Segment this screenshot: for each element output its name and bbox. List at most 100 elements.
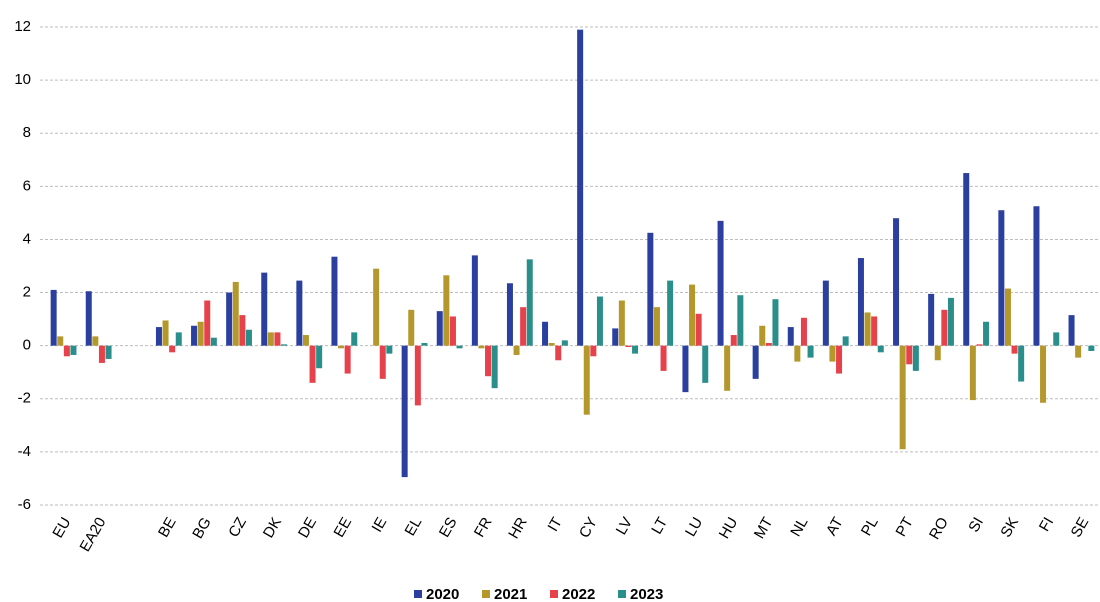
bar — [281, 344, 288, 346]
bar — [456, 345, 463, 349]
bar — [772, 299, 779, 346]
bar — [906, 345, 913, 365]
bar — [947, 297, 954, 346]
bar — [50, 289, 57, 346]
x-tick-label: PL — [858, 514, 882, 538]
bar — [1018, 345, 1025, 382]
x-tick-label: NL — [787, 514, 811, 539]
bar — [647, 232, 654, 346]
bar — [338, 345, 345, 349]
x-tick-label: RO — [926, 514, 952, 542]
bar — [491, 345, 498, 389]
x-tick-label: LU — [682, 514, 706, 539]
bar — [689, 284, 696, 346]
x-tick-label: SI — [965, 514, 987, 535]
bar — [877, 345, 884, 353]
bar — [759, 325, 766, 346]
bar — [513, 345, 520, 355]
x-tick-label: IE — [369, 514, 391, 535]
bar — [787, 327, 794, 346]
x-tick-label: BE — [155, 514, 180, 540]
bar — [239, 315, 246, 346]
bar — [274, 332, 281, 346]
bar — [485, 345, 492, 377]
bar — [316, 345, 323, 369]
x-tick-label: EL — [402, 514, 426, 538]
bar — [226, 292, 233, 346]
bar — [296, 280, 303, 346]
bar — [864, 312, 871, 346]
bar — [682, 345, 689, 393]
bar — [267, 332, 274, 346]
bar — [155, 327, 162, 346]
bar — [471, 255, 478, 346]
x-tick-label: IT — [544, 514, 565, 534]
bar — [63, 345, 70, 357]
bar — [197, 321, 204, 346]
bar — [660, 345, 667, 371]
x-tick-label: SK — [997, 514, 1022, 540]
bar — [667, 280, 674, 346]
bar — [577, 29, 584, 346]
x-tick-label: MT — [751, 514, 777, 541]
bar — [414, 345, 421, 406]
bar — [92, 336, 99, 346]
bar — [765, 343, 772, 346]
bar — [373, 268, 380, 346]
bar — [175, 332, 182, 346]
x-tick-label: EE — [331, 514, 356, 540]
legend-text: 2023 — [630, 586, 663, 602]
bar — [702, 345, 709, 383]
bar — [169, 345, 176, 353]
bar — [724, 345, 731, 391]
bar — [928, 293, 935, 346]
bar — [309, 345, 316, 383]
bar — [730, 335, 737, 346]
legend-swatch — [482, 590, 490, 598]
y-tick-label: 2 — [23, 284, 31, 301]
y-tick-label: 0 — [23, 337, 31, 354]
x-tick-label: BG — [189, 514, 215, 541]
legend-swatch — [618, 590, 626, 598]
bar — [561, 340, 568, 346]
y-tick-label: -4 — [18, 443, 31, 460]
bar — [998, 210, 1005, 346]
bar — [871, 316, 878, 346]
bar — [232, 281, 239, 346]
bar — [105, 345, 112, 359]
bar — [752, 345, 759, 379]
bar — [653, 307, 660, 346]
bar — [520, 307, 527, 346]
bar — [542, 321, 549, 346]
bar — [1004, 288, 1011, 346]
bar — [976, 344, 983, 346]
x-tick-label: CZ — [225, 514, 250, 540]
y-tick-label: -6 — [18, 496, 31, 513]
x-tick-label: FR — [471, 514, 496, 540]
bar — [408, 309, 415, 346]
bar — [836, 345, 843, 374]
bar — [912, 345, 919, 371]
bar — [379, 345, 386, 379]
bar — [191, 325, 198, 346]
bar — [526, 259, 533, 346]
x-tick-label: EA20 — [76, 514, 109, 554]
bar — [449, 316, 456, 346]
bar — [204, 300, 211, 346]
bar — [857, 258, 864, 346]
bar — [421, 343, 428, 346]
bar — [829, 345, 836, 362]
legend-swatch — [414, 590, 422, 598]
bar — [98, 345, 105, 363]
x-tick-label: DK — [260, 514, 285, 541]
bar — [618, 300, 625, 346]
y-tick-label: 10 — [14, 71, 31, 88]
bar — [436, 311, 443, 346]
bar — [1088, 345, 1095, 351]
bar — [386, 345, 393, 354]
bar — [632, 345, 639, 354]
bar — [555, 345, 562, 361]
y-tick-label: 6 — [23, 177, 31, 194]
bar — [1011, 345, 1018, 354]
bar — [1040, 345, 1047, 403]
